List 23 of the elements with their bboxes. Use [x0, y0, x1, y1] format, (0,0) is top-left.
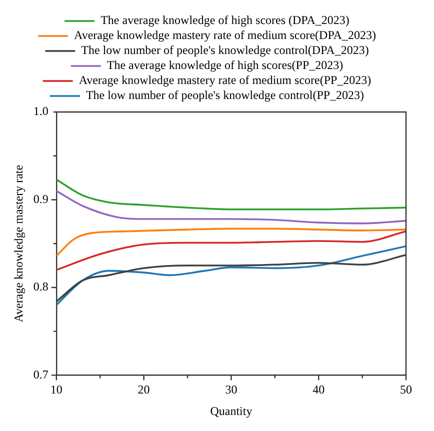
line-series: [56, 230, 406, 271]
y-tick-label: 0.9: [33, 192, 48, 206]
x-tick-label: 20: [138, 382, 150, 397]
line-series: [56, 228, 406, 257]
y-axis-title: Average knowledge mastery rate: [11, 164, 26, 322]
legend-label: Average knowledge mastery rate of medium score(PP_2023): [78, 73, 372, 88]
y-tick-label: 0.8: [33, 280, 48, 294]
legend-label: Average knowledge mastery rate of medium score(DPA_2023): [74, 28, 376, 42]
legend-label: The average knowledge of high scores(PP_2023): [106, 58, 344, 72]
legend-label: The low number of people's knowledge control(PP_2023): [86, 88, 364, 102]
x-tick-label: 40: [312, 382, 325, 397]
x-tick-label: 30: [225, 382, 238, 397]
x-tick-label: 10: [50, 382, 62, 397]
x-tick-label: 50: [400, 382, 412, 397]
y-tick-label: 0.7: [33, 367, 48, 382]
legend-label: The low number of people's knowledge control(DPA_2023): [81, 43, 369, 58]
line-series: [56, 254, 406, 302]
y-tick-label: 1.0: [33, 104, 48, 118]
line-series: [56, 245, 406, 306]
line-series: [56, 178, 406, 210]
line-series: [56, 190, 406, 224]
legend-label: The average knowledge of high scores (DPA_2023): [100, 13, 350, 28]
x-axis-title: Quantity: [210, 404, 252, 418]
